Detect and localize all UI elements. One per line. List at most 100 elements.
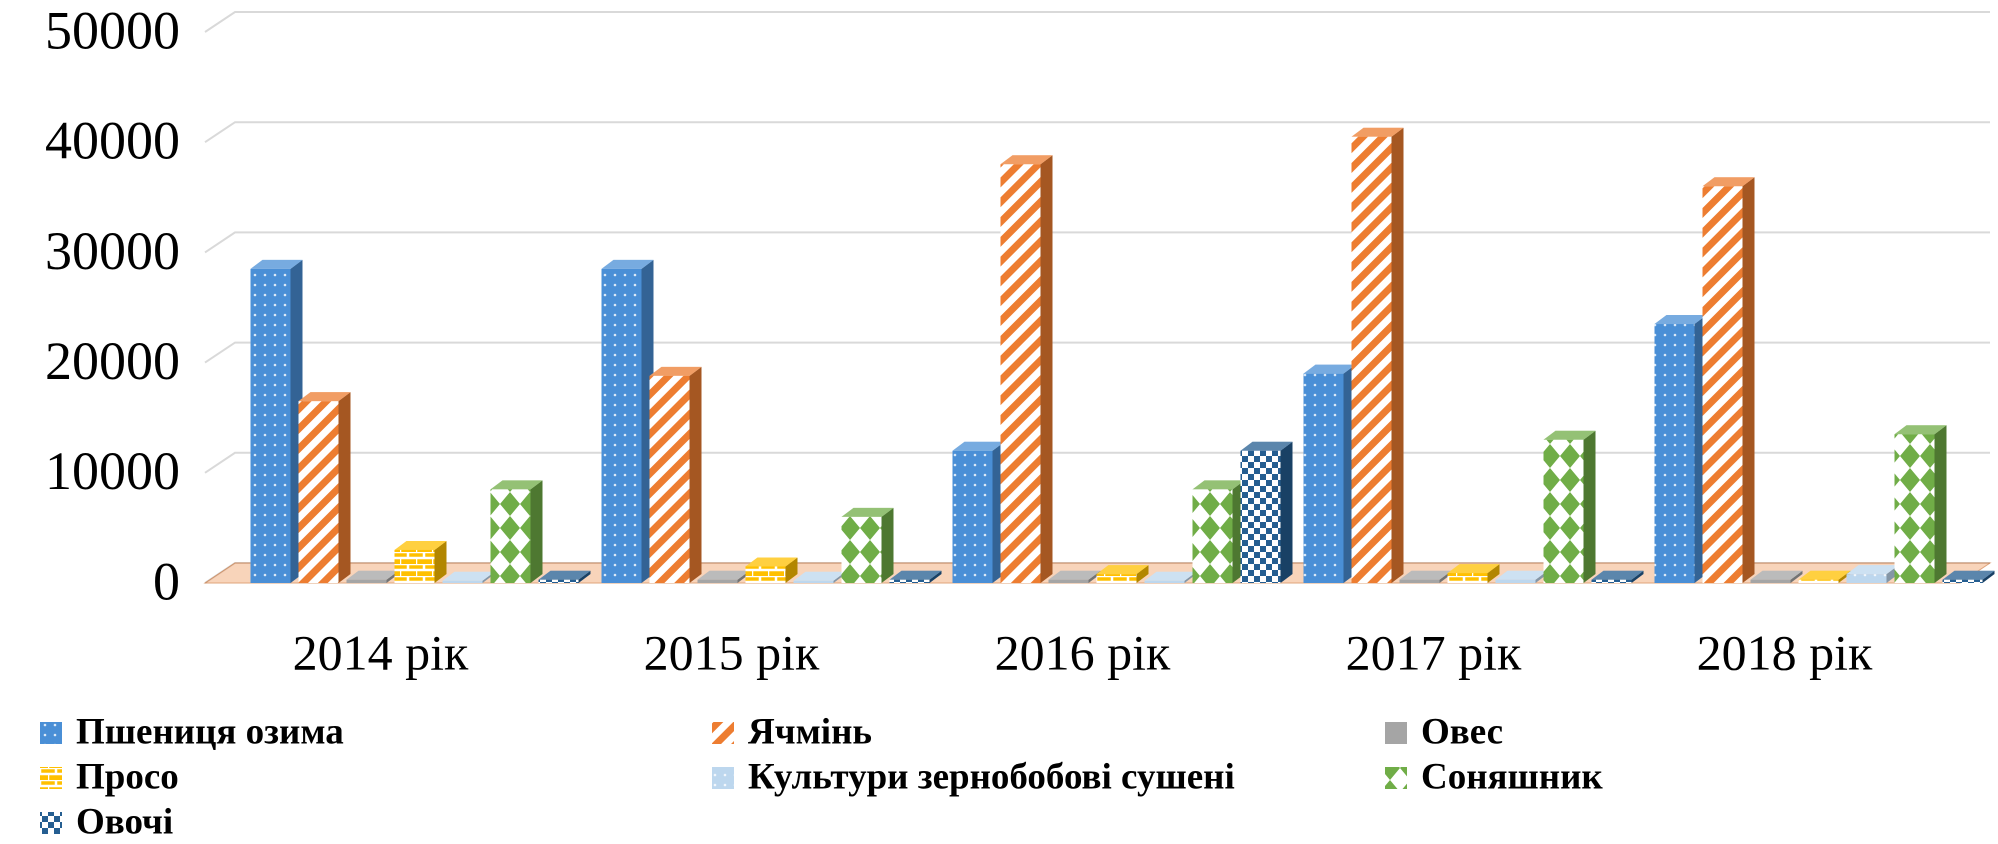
- bar-top-shade: [601, 259, 654, 269]
- bar-top: [1942, 570, 1995, 580]
- bar-group: [1048, 570, 1101, 583]
- bar: [1942, 579, 1983, 583]
- legend-label: Культури зернобобові сушені: [748, 756, 1235, 797]
- bar-top: [442, 571, 495, 581]
- legend-swatch-pattern: [712, 767, 734, 789]
- bar: [1591, 579, 1632, 583]
- bar-top-shade: [793, 571, 846, 581]
- grid-line: [204, 231, 1990, 254]
- bar-top: [1240, 441, 1293, 451]
- grid-line: [204, 451, 1990, 474]
- bar-group: [1240, 441, 1293, 583]
- bar-top-shade: [1240, 441, 1293, 451]
- bar: [697, 579, 738, 583]
- bar: [889, 579, 930, 583]
- bar-top-shade: [1192, 480, 1245, 490]
- bar: [1192, 489, 1233, 583]
- y-tick-label: 30000: [45, 221, 180, 281]
- bar-group: [793, 571, 846, 583]
- bar-top-shade: [1894, 425, 1947, 435]
- legend-label: Овес: [1421, 711, 1503, 752]
- bar-top-shade: [697, 570, 750, 580]
- x-tick-label: 2016 рік: [995, 624, 1171, 680]
- legend-swatch-pattern: [40, 722, 62, 744]
- legend-swatch-pattern: [1385, 767, 1407, 789]
- bar-group: [298, 392, 351, 583]
- x-tick-label: 2018 рік: [1697, 624, 1873, 680]
- legend-label: Просо: [76, 756, 179, 797]
- bar-top-shade: [649, 366, 702, 376]
- bar: [649, 375, 690, 583]
- bar-top-shade: [394, 540, 447, 550]
- bar-side: [929, 570, 942, 583]
- bar-side-shade: [929, 570, 942, 583]
- bar-top-shade: [538, 570, 591, 580]
- bar-side-shade: [530, 480, 543, 583]
- y-tick-label: 50000: [45, 0, 180, 60]
- bar-top: [1750, 570, 1803, 580]
- bar-top: [394, 540, 447, 550]
- legend-swatch-pattern: [1385, 722, 1407, 744]
- bar-top: [1654, 315, 1707, 325]
- y-tick-label: 20000: [45, 331, 180, 391]
- bar-side: [434, 540, 447, 583]
- bar-side: [881, 507, 894, 583]
- bar-top-shade: [1000, 155, 1053, 165]
- bar-group: [1000, 155, 1053, 584]
- y-tick-label: 10000: [45, 441, 180, 501]
- bar: [1798, 579, 1839, 583]
- bar-top: [1846, 565, 1899, 575]
- bar-side: [1391, 127, 1404, 583]
- bar-group: [1702, 177, 1755, 583]
- bar-top: [793, 571, 846, 581]
- bar-side: [1982, 570, 1995, 583]
- bar-side-shade: [785, 557, 798, 583]
- bar-top-shade: [1846, 565, 1899, 575]
- bar-side: [338, 392, 351, 583]
- bar-top: [1351, 127, 1404, 137]
- bar: [1048, 579, 1089, 583]
- bar-side: [1934, 425, 1947, 583]
- grid-line: [204, 121, 1990, 144]
- bar-top-shade: [490, 480, 543, 490]
- bar-side-shade: [1040, 155, 1053, 584]
- bar-side-shade: [1790, 570, 1803, 583]
- bar-top: [538, 570, 591, 580]
- bar-side-shade: [1487, 564, 1500, 583]
- bar-group: [394, 540, 447, 583]
- bar-side-shade: [338, 392, 351, 583]
- bar-top-shade: [1303, 364, 1356, 374]
- bar-side-shade: [434, 540, 447, 583]
- grid-line: [204, 341, 1990, 364]
- bar: [1447, 573, 1488, 583]
- bar: [793, 580, 834, 583]
- bar-top-shade: [250, 259, 303, 269]
- bar-group: [1543, 430, 1596, 583]
- bar-group: [745, 557, 798, 583]
- bar-side-shade: [1742, 177, 1755, 583]
- bar-group: [1654, 315, 1707, 583]
- bar-top-shade: [442, 571, 495, 581]
- bar-top-shade: [1048, 570, 1101, 580]
- bar-side-shade: [881, 507, 894, 583]
- bar-side-shade: [1982, 570, 1995, 583]
- bar: [1654, 324, 1695, 583]
- x-tick-label: 2017 рік: [1346, 624, 1522, 680]
- bar: [1351, 136, 1392, 583]
- bar-top-shade: [1591, 570, 1644, 580]
- bar-top: [1543, 430, 1596, 440]
- bar-side: [1487, 564, 1500, 583]
- bar-side: [1583, 430, 1596, 583]
- bar-group: [1192, 480, 1245, 583]
- bar-top-shade: [745, 557, 798, 567]
- bar-top: [952, 441, 1005, 451]
- bar: [1543, 439, 1584, 583]
- bar-top-shade: [889, 570, 942, 580]
- bar-side-shade: [578, 570, 591, 583]
- bar-side-shade: [1280, 441, 1293, 583]
- legend-label: Соняшник: [1421, 756, 1603, 797]
- bar: [394, 549, 435, 583]
- bar-top-shade: [1942, 570, 1995, 580]
